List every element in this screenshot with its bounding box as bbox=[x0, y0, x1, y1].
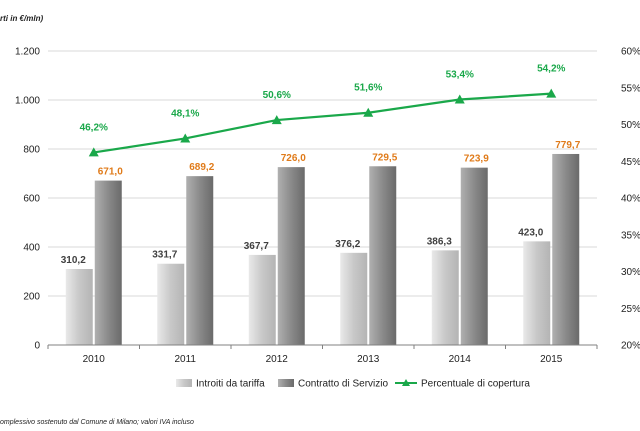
bar-data-label: 723,9 bbox=[464, 154, 489, 165]
y-right-tick-label: 20% bbox=[621, 341, 640, 352]
bar-data-label: 331,7 bbox=[152, 250, 177, 261]
bar-data-label: 729,5 bbox=[372, 152, 397, 163]
y-right-tick-label: 30% bbox=[621, 267, 640, 278]
legend-swatch bbox=[176, 379, 192, 387]
bar-contratto bbox=[277, 167, 305, 345]
line-data-label: 46,2% bbox=[80, 122, 108, 133]
y-right-tick-label: 35% bbox=[621, 230, 640, 241]
legend-swatch bbox=[278, 379, 294, 387]
line-point-marker bbox=[180, 133, 191, 143]
y-right-tick-label: 25% bbox=[621, 304, 640, 315]
line-data-label: 48,1% bbox=[171, 108, 199, 119]
line-point-marker bbox=[363, 107, 374, 117]
bar-contratto bbox=[369, 166, 397, 345]
line-data-label: 51,6% bbox=[354, 83, 382, 94]
bar-data-label: 689,2 bbox=[189, 162, 214, 173]
bar-introiti bbox=[157, 263, 185, 345]
bar-contratto bbox=[94, 180, 122, 345]
x-tick-label: 2012 bbox=[266, 354, 289, 365]
bar-contratto bbox=[552, 153, 580, 345]
y-right-tick-label: 40% bbox=[621, 194, 640, 205]
line-data-label: 54,2% bbox=[537, 64, 565, 75]
bar-introiti bbox=[523, 241, 551, 345]
y-left-tick-label: 200 bbox=[23, 292, 40, 303]
x-tick-label: 2010 bbox=[83, 354, 106, 365]
bar-introiti bbox=[431, 250, 459, 345]
line-point-marker bbox=[271, 115, 282, 125]
y-left-tick-label: 600 bbox=[23, 194, 40, 205]
line-point-marker bbox=[454, 94, 465, 104]
bar-introiti bbox=[248, 254, 276, 345]
y-left-tick-label: 1.200 bbox=[15, 47, 40, 58]
line-data-label: 53,4% bbox=[446, 70, 474, 81]
legend-marker bbox=[402, 379, 410, 386]
x-tick-label: 2014 bbox=[449, 354, 472, 365]
bar-introiti bbox=[65, 269, 93, 345]
y-left-tick-label: 400 bbox=[23, 243, 40, 254]
legend-label: Introiti da tariffa bbox=[196, 379, 265, 390]
bar-introiti bbox=[340, 252, 368, 345]
bar-data-label: 386,3 bbox=[427, 236, 452, 247]
line-point-marker bbox=[546, 88, 557, 98]
bar-data-label: 726,0 bbox=[281, 153, 306, 164]
bar-data-label: 779,7 bbox=[555, 140, 580, 151]
y-left-tick-label: 1.000 bbox=[15, 96, 40, 107]
x-tick-label: 2015 bbox=[540, 354, 563, 365]
line-data-label: 50,6% bbox=[263, 90, 291, 101]
y-left-tick-label: 0 bbox=[34, 341, 40, 352]
bar-data-label: 310,2 bbox=[61, 255, 86, 266]
y-right-tick-label: 60% bbox=[621, 47, 640, 58]
bar-data-label: 423,0 bbox=[518, 227, 543, 238]
y-left-tick-label: 800 bbox=[23, 145, 40, 156]
legend-label: Contratto di Servizio bbox=[298, 379, 388, 390]
legend-label: Percentuale di copertura bbox=[421, 379, 530, 390]
y-right-tick-label: 50% bbox=[621, 120, 640, 131]
bar-data-label: 376,2 bbox=[335, 239, 360, 250]
bar-contratto bbox=[460, 167, 488, 345]
line-percentuale bbox=[93, 92, 552, 154]
x-tick-label: 2011 bbox=[174, 354, 196, 365]
bar-data-label: 671,0 bbox=[98, 167, 123, 178]
units-label: rti in €/mln) bbox=[0, 14, 44, 23]
x-tick-label: 2013 bbox=[357, 354, 380, 365]
y-right-tick-label: 45% bbox=[621, 157, 640, 168]
line-point-marker bbox=[88, 147, 99, 157]
bar-data-label: 367,7 bbox=[244, 241, 269, 252]
footnote: omplessivo sostenuto dal Comune di Milan… bbox=[0, 419, 194, 426]
bar-contratto bbox=[186, 176, 214, 345]
y-right-tick-label: 55% bbox=[621, 83, 640, 94]
